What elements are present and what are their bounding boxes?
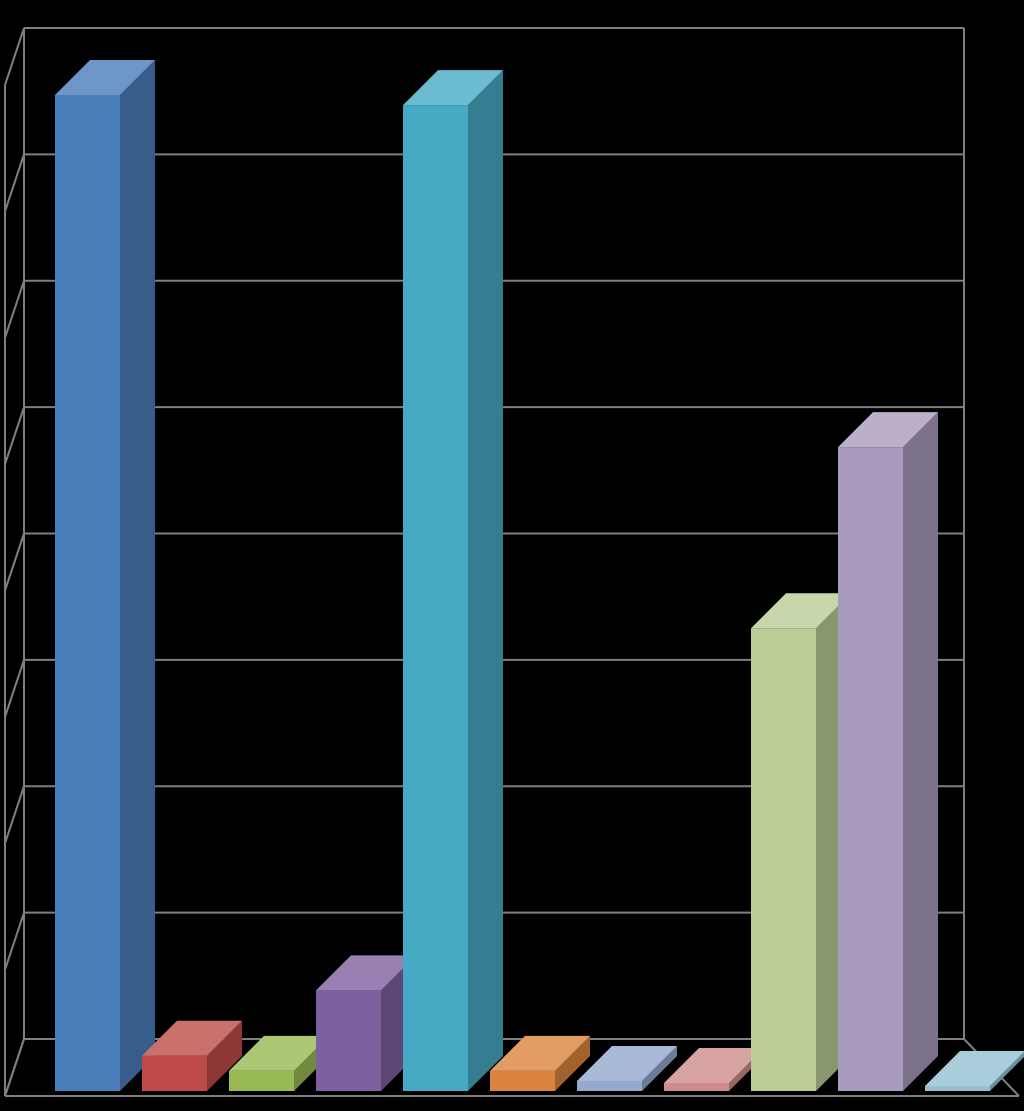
- bar-front: [577, 1081, 642, 1091]
- bar-front: [55, 95, 120, 1091]
- bar-side: [381, 955, 416, 1091]
- bar-top: [925, 1051, 1024, 1086]
- bar-front: [838, 447, 903, 1091]
- bar-top: [142, 1021, 242, 1056]
- bar-side: [555, 1036, 590, 1091]
- bar-side: [120, 60, 155, 1091]
- bar-side: [294, 1036, 329, 1091]
- bar-top: [403, 70, 503, 105]
- bar-side: [990, 1051, 1024, 1091]
- bar-top: [490, 1036, 590, 1071]
- bar-top: [55, 60, 155, 95]
- bar-front: [142, 1056, 207, 1091]
- bar-side: [642, 1046, 677, 1091]
- bar-top: [838, 412, 938, 447]
- bar-front: [751, 628, 816, 1091]
- bar-top: [229, 1036, 329, 1071]
- bar-top: [664, 1048, 764, 1083]
- bar-top: [577, 1046, 677, 1081]
- bar-side: [816, 593, 851, 1091]
- bar-front: [664, 1083, 729, 1091]
- bar-chart-3d: [0, 0, 1024, 1111]
- bar-top: [316, 955, 416, 990]
- bar-front: [490, 1071, 555, 1091]
- bar-front: [316, 990, 381, 1091]
- bar-side: [468, 70, 503, 1091]
- bar-front: [403, 105, 468, 1091]
- bar-side: [729, 1048, 764, 1091]
- bar-front: [925, 1086, 990, 1091]
- bar-side: [207, 1021, 242, 1091]
- bar-side: [903, 412, 938, 1091]
- bar-front: [229, 1071, 294, 1091]
- bar-top: [751, 593, 851, 628]
